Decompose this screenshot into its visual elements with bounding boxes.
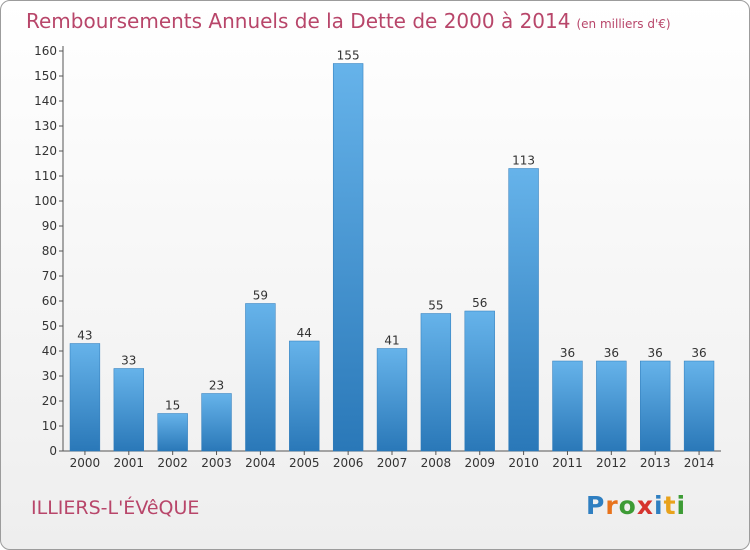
y-tick-label: 120 [34, 144, 57, 158]
y-tick-label: 10 [42, 419, 57, 433]
bar-value-label: 33 [121, 354, 136, 368]
bar-value-label: 15 [165, 399, 180, 413]
y-tick-label: 80 [42, 244, 57, 258]
x-tick-label: 2001 [114, 456, 145, 470]
unit-label: (en milliers d'€) [576, 17, 671, 31]
bar [245, 303, 276, 452]
x-tick-label: 2000 [70, 456, 101, 470]
logo-letter: i [654, 491, 664, 520]
x-tick-label: 2012 [596, 456, 627, 470]
bar [508, 168, 539, 452]
title-text: Remboursements Annuels de la Dette de 20… [26, 9, 571, 33]
bar-value-label: 113 [512, 154, 535, 168]
bar-value-label: 44 [297, 326, 312, 340]
y-tick-label: 100 [34, 194, 57, 208]
bar [289, 340, 320, 452]
x-tick-label: 2005 [289, 456, 320, 470]
y-tick-label: 0 [49, 444, 57, 458]
bar-value-label: 155 [337, 49, 360, 63]
commune-name: ILLIERS-L'ÉVêQUE [31, 497, 200, 519]
y-tick-label: 160 [34, 44, 57, 58]
x-tick-label: 2014 [684, 456, 715, 470]
bar [464, 310, 495, 452]
y-tick-label: 110 [34, 169, 57, 183]
logo-letter: t [663, 491, 677, 520]
x-tick-label: 2013 [640, 456, 671, 470]
x-tick-label: 2003 [201, 456, 232, 470]
logo-letter: x [636, 491, 654, 520]
y-tick-label: 150 [34, 69, 57, 83]
logo-letter: o [618, 491, 637, 520]
chart-title: Remboursements Annuels de la Dette de 20… [26, 9, 671, 33]
y-tick-label: 70 [42, 269, 57, 283]
bar [552, 360, 583, 452]
logo-letter: r [605, 491, 619, 520]
y-tick-label: 30 [42, 369, 57, 383]
proxiti-logo: Proxiti [586, 491, 686, 520]
y-tick-label: 140 [34, 94, 57, 108]
y-tick-label: 90 [42, 219, 57, 233]
bar [201, 393, 232, 452]
bar-value-label: 43 [77, 329, 92, 343]
x-tick-label: 2004 [245, 456, 276, 470]
bar-value-label: 56 [472, 296, 487, 310]
bar [640, 360, 671, 452]
bar-value-label: 36 [648, 346, 663, 360]
bar [69, 343, 101, 452]
bar-value-label: 23 [209, 379, 224, 393]
bar [332, 63, 364, 452]
bar [596, 360, 627, 452]
x-tick-label: 2011 [552, 456, 583, 470]
x-tick-label: 2010 [508, 456, 539, 470]
bar [157, 413, 188, 452]
bar-value-label: 55 [428, 299, 443, 313]
bar [420, 313, 452, 452]
bar-value-label: 36 [560, 346, 575, 360]
x-tick-label: 2002 [157, 456, 188, 470]
x-tick-label: 2008 [421, 456, 452, 470]
bar [376, 348, 408, 452]
x-tick-label: 2009 [464, 456, 495, 470]
bar-value-label: 59 [253, 289, 268, 303]
y-tick-label: 130 [34, 119, 57, 133]
bar-value-label: 36 [691, 346, 706, 360]
bar-value-label: 41 [384, 334, 399, 348]
y-tick-label: 40 [42, 344, 57, 358]
y-tick-label: 50 [42, 319, 57, 333]
bar [683, 360, 715, 452]
y-tick-label: 60 [42, 294, 57, 308]
y-tick-label: 20 [42, 394, 57, 408]
bar-value-label: 36 [604, 346, 619, 360]
bar [113, 368, 144, 452]
x-tick-label: 2006 [333, 456, 364, 470]
logo-letter: P [586, 491, 606, 520]
x-tick-label: 2007 [377, 456, 408, 470]
logo-letter: i [676, 491, 687, 520]
